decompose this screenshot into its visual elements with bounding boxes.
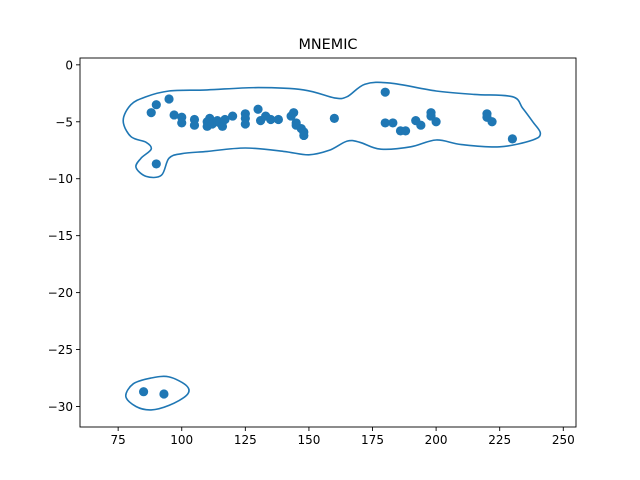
y-tick-label: 0 [65,58,73,72]
contour-line-1 [122,81,542,179]
scatter-point [380,87,390,97]
scatter-point [151,159,161,169]
x-tick-label: 250 [552,433,575,447]
x-tick-label: 225 [488,433,511,447]
scatter-point [151,100,161,110]
scatter-point [431,117,441,127]
scatter-point [400,126,411,136]
scatter-point [159,389,169,399]
y-tick-label: −20 [48,286,73,300]
scatter-point [240,119,250,129]
y-tick-label: −10 [48,172,73,186]
x-tick-label: 125 [234,433,257,447]
scatter-point [416,120,426,130]
scatter-point [266,114,276,125]
scatter-point [388,118,398,128]
scatter-point [177,118,187,128]
scatter-point [253,104,263,114]
chart-title: MNEMIC [299,37,358,53]
y-tick-label: −15 [48,229,73,243]
scatter-point [289,108,299,118]
x-tick-label: 200 [425,433,448,447]
y-tick-label: −25 [48,343,73,357]
contour-line-2 [124,375,190,411]
scatter-point [329,113,339,123]
scatter-point [164,94,174,104]
scatter-point [189,120,200,130]
x-tick-label: 150 [297,433,320,447]
scatter-point [169,110,179,120]
scatter-point [507,134,518,144]
scatter-point [138,387,149,397]
x-tick-label: 75 [111,433,126,447]
x-tick-label: 100 [170,433,193,447]
scatter-point [228,111,238,121]
x-tick-label: 175 [361,433,384,447]
y-tick-label: −30 [48,400,73,414]
scatter-point [146,108,156,118]
plot-area [122,81,542,411]
scatter-point [380,118,390,128]
scatter-point [487,117,497,127]
axes-frame [79,57,577,428]
scatter-point [220,114,230,125]
y-tick-label: −5 [55,115,73,129]
axes: 75 100 125 150 175 200 225 250 0 −5 −10 −15 −20 −25 −3… [48,57,577,447]
scatter-point [299,130,309,141]
scatter-point [273,114,283,125]
